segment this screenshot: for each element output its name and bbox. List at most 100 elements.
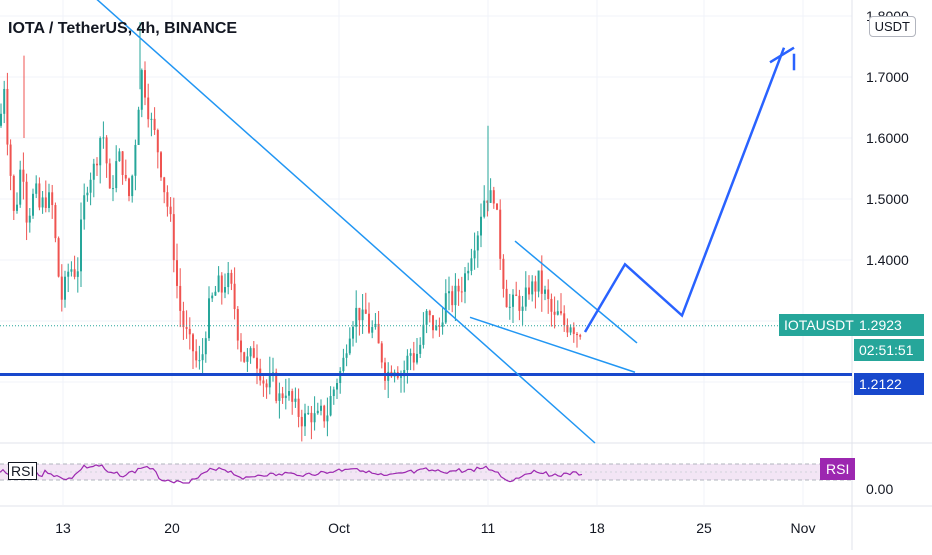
candle-body — [355, 307, 358, 327]
x-tick-label: 18 — [589, 520, 605, 536]
candle-body — [480, 216, 482, 236]
candle-body — [345, 353, 348, 358]
candle-body — [124, 174, 127, 179]
y-tick-label: 1.5000 — [866, 191, 909, 207]
candle-body — [496, 203, 498, 210]
candle-body — [115, 161, 118, 189]
candle-body — [310, 412, 313, 423]
candle-body — [566, 325, 569, 333]
candle-body — [560, 311, 562, 314]
candle-body — [320, 405, 322, 411]
currency-selector[interactable]: USDT — [868, 16, 916, 37]
rsi-pane — [0, 463, 852, 484]
candle-body — [172, 214, 175, 261]
x-tick-label: 25 — [696, 520, 712, 536]
candle-body — [291, 391, 294, 402]
candle-body — [428, 310, 431, 316]
candle-body — [371, 327, 374, 333]
trendline-1 — [469, 316, 636, 373]
candle-body — [406, 355, 409, 371]
candle-body — [419, 344, 422, 354]
candle-body — [108, 163, 111, 189]
candle-body — [339, 371, 342, 384]
candle-body — [198, 360, 201, 362]
candle-body — [499, 209, 502, 259]
candle-body — [281, 393, 284, 399]
candle-body — [243, 352, 246, 362]
projection-arrowhead-0 — [769, 46, 795, 64]
candle-body — [105, 137, 108, 164]
candle-body — [38, 183, 41, 208]
candle-body — [144, 70, 146, 98]
candle-body — [512, 294, 514, 307]
candle-body — [6, 88, 9, 145]
candle-body — [451, 291, 454, 306]
candle-body — [422, 324, 425, 345]
candle-body — [412, 353, 415, 363]
candle-body — [3, 88, 6, 114]
candle-body — [76, 271, 79, 277]
x-tick-label: 11 — [481, 520, 496, 536]
candle-body — [435, 325, 438, 331]
candle-body — [473, 250, 476, 259]
candle-body — [470, 258, 473, 271]
candle-body — [460, 291, 463, 293]
candle-body — [192, 334, 194, 352]
candle-body — [233, 283, 236, 310]
candle-body — [486, 200, 489, 203]
candle-body — [547, 289, 550, 299]
candle-body — [483, 200, 486, 217]
candle-body — [9, 144, 12, 176]
candle-body — [41, 197, 44, 208]
candle-body — [182, 310, 185, 328]
candle-body — [176, 260, 178, 286]
candle-body — [22, 169, 25, 182]
overlays — [0, 0, 852, 444]
candle-body — [515, 294, 518, 296]
candle-body — [147, 97, 150, 120]
candle-body — [467, 270, 470, 274]
candle-body — [332, 389, 335, 397]
candle-body — [195, 351, 198, 361]
candle-body — [25, 181, 28, 223]
candle-body — [166, 192, 169, 207]
candle-body — [425, 310, 428, 325]
candle-body — [64, 276, 66, 300]
candle-body — [224, 287, 226, 293]
candle-body — [409, 353, 412, 356]
candle-body — [185, 327, 188, 329]
candle-body — [169, 206, 172, 215]
candle-body — [540, 270, 543, 294]
candle-body — [416, 353, 418, 363]
candle-body — [502, 258, 505, 289]
candle-body — [28, 215, 31, 223]
candle-body — [92, 163, 95, 180]
candle-body — [521, 306, 524, 311]
candle-body — [316, 410, 319, 414]
rsi-label: RSI — [8, 462, 38, 480]
candle-body — [288, 391, 290, 396]
candle-body — [118, 151, 121, 162]
candle-body — [550, 298, 553, 312]
candle-body — [323, 405, 326, 422]
candle-body — [134, 144, 137, 176]
candle-body — [211, 295, 214, 299]
candle-body — [528, 287, 530, 295]
candle-body — [569, 327, 572, 333]
candle-body — [444, 293, 447, 323]
candle-body — [246, 356, 249, 362]
support-price-tag: 1.2122 — [854, 373, 924, 395]
candle-body — [48, 192, 50, 208]
candle-body — [188, 328, 191, 335]
candle-body — [163, 177, 166, 193]
candle-body — [361, 309, 364, 321]
candle-body — [44, 197, 47, 208]
candle-body — [73, 269, 76, 277]
candle-body — [252, 348, 255, 358]
candle-body — [256, 357, 258, 369]
rsi-tag: RSI — [820, 458, 856, 480]
candle-body — [156, 130, 159, 153]
candle-body — [313, 413, 316, 423]
symbol-tag: IOTAUSDT — [779, 314, 859, 336]
